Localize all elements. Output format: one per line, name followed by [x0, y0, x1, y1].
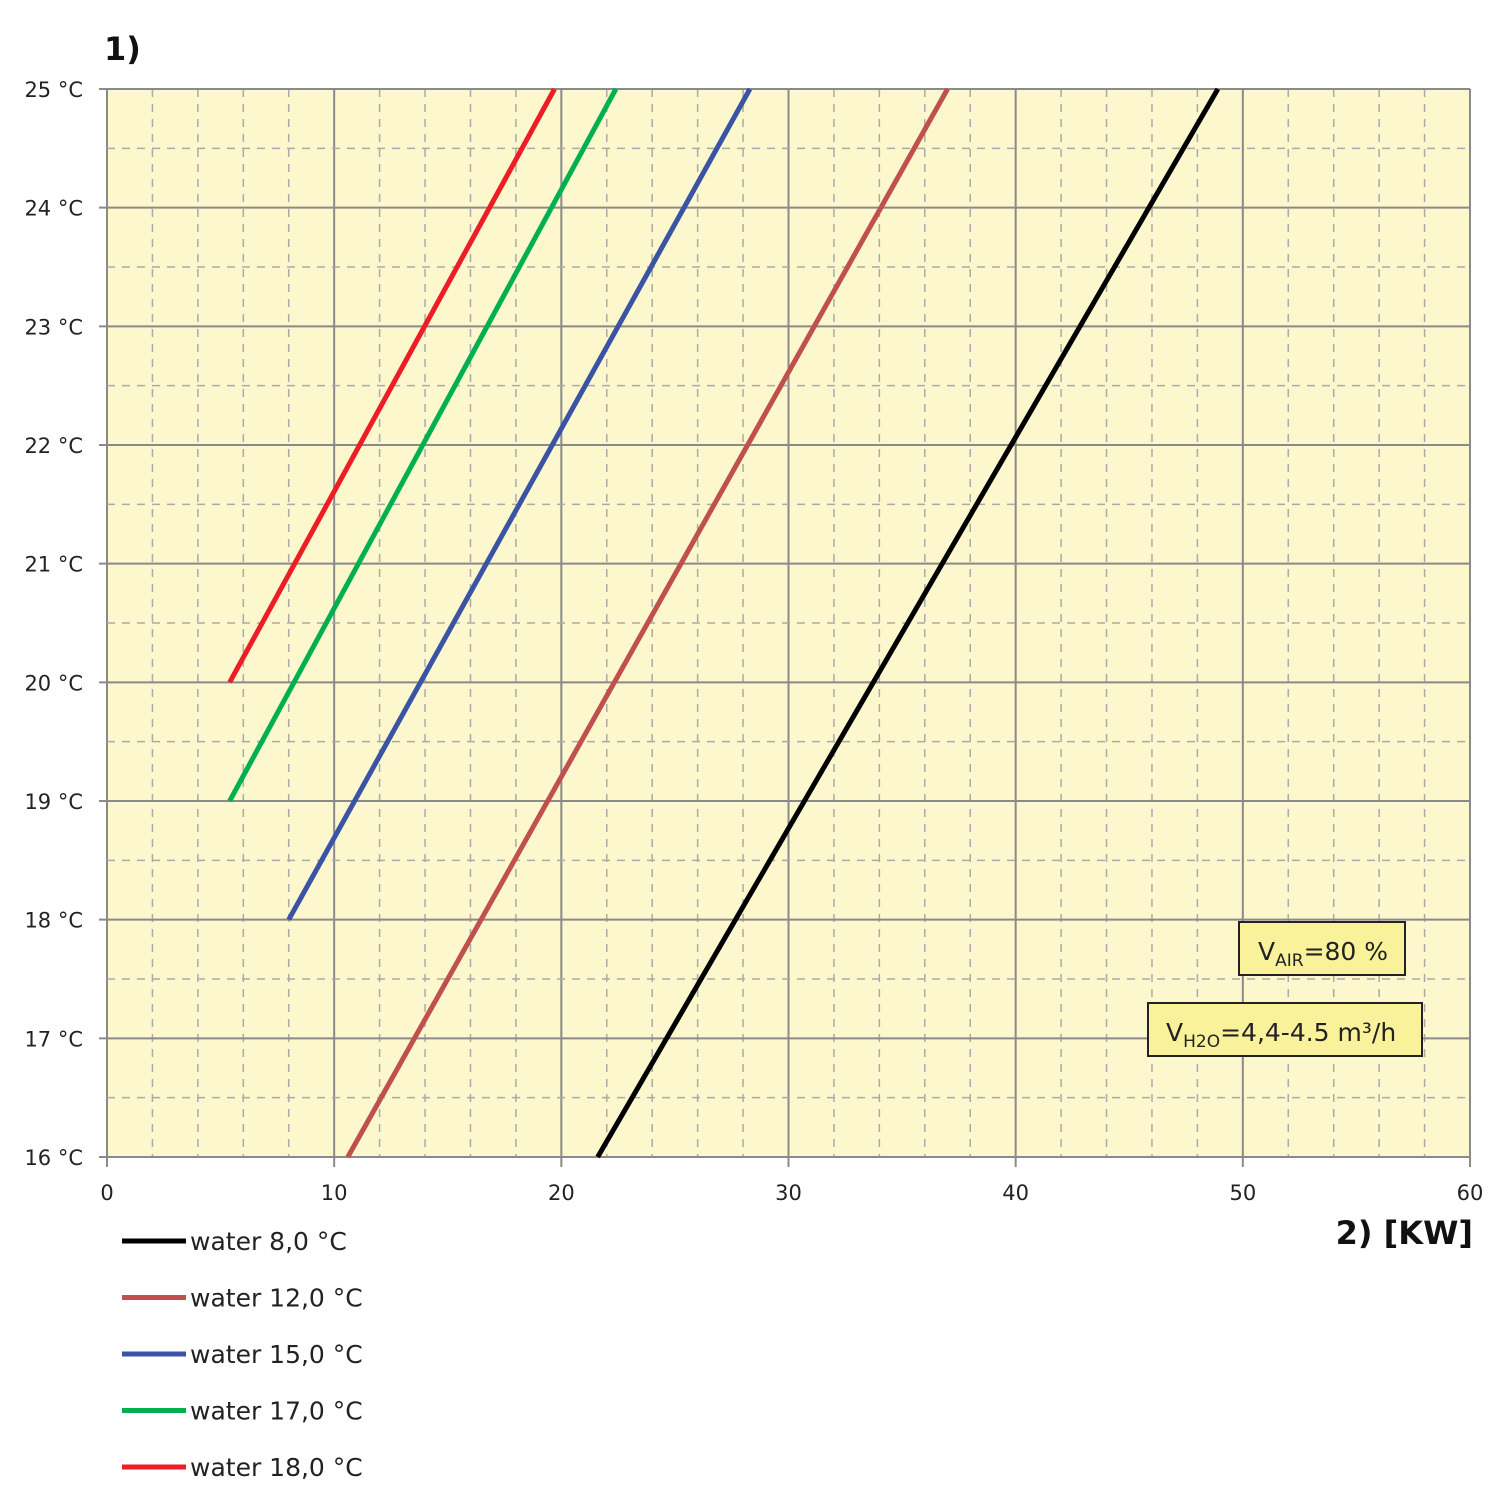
- y-tick-label: 16 °C: [24, 1146, 83, 1170]
- y-axis-ticks: 16 °C 17 °C 18 °C 19 °C 20 °C 21 °C 22 °C 23 °C…: [24, 78, 83, 1170]
- x-tick-label: 10: [321, 1181, 348, 1205]
- annotation-box: [1238, 921, 1406, 976]
- legend-label: water 15,0 °C: [190, 1340, 363, 1369]
- y-tick-label: 18 °C: [24, 909, 83, 933]
- legend: water 8,0 °C water 12,0 °C water 15,0 °C wa…: [122, 1227, 363, 1482]
- annotation-text: VAIR=80 %: [1258, 937, 1388, 971]
- annotation-text: VH2O=4,4-4.5 m³/h: [1166, 1018, 1396, 1052]
- legend-label: water 8,0 °C: [190, 1227, 347, 1256]
- y-tick-label: 22 °C: [24, 434, 83, 458]
- series-line: [286, 87, 753, 921]
- y-tick-label: 24 °C: [24, 197, 83, 221]
- legend-label: water 18,0 °C: [190, 1453, 363, 1482]
- x-tick-label: 20: [548, 1181, 575, 1205]
- chart-title: 1): [104, 30, 141, 68]
- series-lines: [227, 87, 1221, 1159]
- annotations: VAIR=80 % VH2O=4,4-4.5 m³/h: [1147, 921, 1423, 1057]
- x-tick-label: 50: [1229, 1181, 1256, 1205]
- legend-label: water 17,0 °C: [190, 1397, 363, 1426]
- x-tick-label: 30: [775, 1181, 802, 1205]
- series-line: [227, 87, 557, 684]
- series-line: [227, 87, 619, 803]
- y-tick-label: 21 °C: [24, 553, 83, 577]
- grid: [99, 88, 1471, 1167]
- x-axis-label: 2) [KW]: [1336, 1214, 1473, 1252]
- legend-label: water 12,0 °C: [190, 1284, 363, 1313]
- x-axis-ticks: 0 10 20 30 40 50 60: [100, 1181, 1483, 1205]
- series-line: [345, 87, 950, 1159]
- y-tick-label: 23 °C: [24, 315, 83, 339]
- series-line: [595, 87, 1221, 1159]
- x-tick-label: 60: [1457, 1181, 1484, 1205]
- y-tick-label: 19 °C: [24, 790, 83, 814]
- y-tick-label: 25 °C: [24, 78, 83, 102]
- x-tick-label: 0: [100, 1181, 113, 1205]
- y-tick-label: 17 °C: [24, 1027, 83, 1051]
- y-tick-label: 20 °C: [24, 671, 83, 695]
- x-tick-label: 40: [1002, 1181, 1029, 1205]
- annotation-box: [1147, 1002, 1423, 1057]
